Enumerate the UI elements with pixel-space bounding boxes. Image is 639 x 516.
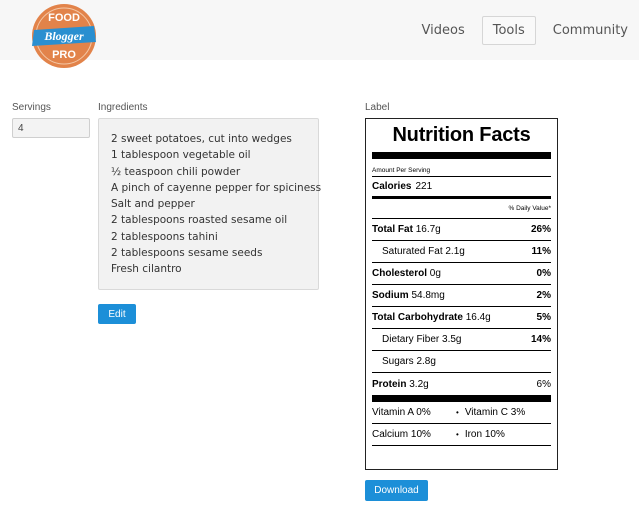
protein-amount: 3.2g (409, 378, 429, 390)
divider-thick (372, 152, 551, 159)
nutrition-facts-label: Nutrition Facts Amount Per Serving Calor… (365, 118, 558, 470)
saturated-fat-dv: 11% (531, 246, 551, 257)
nav-tools[interactable]: Tools (481, 16, 536, 45)
ingredient-item: 2 tablespoons sesame seeds (111, 247, 263, 260)
ingredient-item: A pinch of cayenne pepper for spiciness (111, 181, 322, 194)
dietary-fiber-amount: 3.5g (442, 334, 462, 345)
sugars-row: Sugars 2.8g (372, 351, 551, 373)
servings-input[interactable] (12, 118, 90, 138)
calories-label: Calories (372, 181, 412, 192)
edit-button[interactable]: Edit (98, 304, 136, 324)
daily-value-header: % Daily Value* (372, 199, 551, 219)
ingredient-item: 2 tablespoons tahini (111, 230, 218, 243)
food-blogger-pro-logo[interactable]: FOOD Blogger PRO (30, 2, 98, 70)
ingredients-label: Ingredients (98, 102, 148, 113)
sodium-row: Sodium 54.8mg 2% (372, 285, 551, 307)
vitamin-a: Vitamin A 0% (372, 407, 431, 418)
total-carb-dv: 5% (536, 312, 551, 323)
dietary-fiber-row: Dietary Fiber 3.5g 14% (372, 329, 551, 351)
bullet-icon: • (456, 430, 459, 439)
nutrition-title: Nutrition Facts (392, 124, 531, 146)
cholesterol-dv: 0% (536, 268, 551, 279)
nav-community[interactable]: Community (552, 23, 628, 38)
total-carb-label: Total Carbohydrate (372, 312, 463, 323)
total-carb-row: Total Carbohydrate 16.4g 5% (372, 307, 551, 329)
main-nav: Videos Tools Community (405, 16, 639, 45)
calories-row: Calories 221 (372, 177, 551, 199)
saturated-fat-amount: 2.1g (445, 246, 465, 257)
total-carb-amount: 16.4g (465, 312, 491, 323)
sodium-label: Sodium (372, 290, 409, 301)
sodium-amount: 54.8mg (411, 290, 445, 301)
bullet-icon: • (456, 408, 459, 417)
sodium-dv: 2% (536, 290, 551, 301)
iron: Iron 10% (464, 429, 505, 440)
ingredient-item: ½ teaspoon chili powder (111, 165, 241, 178)
dietary-fiber-dv: 14% (530, 334, 551, 345)
ingredient-item: Salt and pepper (111, 198, 195, 211)
protein-dv: 6% (536, 378, 551, 390)
total-fat-row: Total Fat 16.7g 26% (372, 219, 551, 241)
servings-label: Servings (12, 102, 51, 113)
protein-label: Protein (372, 378, 407, 390)
calories-value: 221 (415, 181, 433, 192)
total-fat-dv: 26% (530, 224, 551, 235)
saturated-fat-label: Saturated Fat (382, 246, 443, 257)
divider-thick (372, 395, 551, 402)
ingredient-item: Fresh cilantro (111, 263, 182, 276)
ingredient-item: 1 tablespoon vegetable oil (111, 149, 251, 162)
total-fat-label: Total Fat (372, 224, 413, 235)
calcium: Calcium 10% (372, 429, 431, 440)
download-button[interactable]: Download (365, 480, 428, 501)
cholesterol-label: Cholesterol (372, 268, 428, 279)
header-bar: FOOD Blogger PRO Videos Tools Community (0, 0, 639, 68)
label-section-label: Label (365, 102, 390, 113)
vitamins-row: Vitamin A 0% • Vitamin C 3% (372, 402, 551, 424)
logo-text-blogger: Blogger (43, 29, 84, 43)
vitamin-c: Vitamin C 3% (464, 407, 526, 418)
sugars-label: Sugars (382, 356, 414, 367)
ingredient-item: 2 sweet potatoes, cut into wedges (111, 133, 292, 145)
logo-text-pro: PRO (52, 49, 76, 61)
cholesterol-row: Cholesterol 0g 0% (372, 263, 551, 285)
cholesterol-amount: 0g (429, 268, 441, 279)
ingredient-item: 2 tablespoons roasted sesame oil (111, 214, 288, 227)
dietary-fiber-label: Dietary Fiber (382, 334, 440, 345)
total-fat-amount: 16.7g (415, 224, 441, 235)
saturated-fat-row: Saturated Fat 2.1g 11% (372, 241, 551, 263)
sugars-amount: 2.8g (416, 356, 436, 367)
nav-videos[interactable]: Videos (421, 23, 465, 38)
protein-row: Protein 3.2g 6% (372, 373, 551, 395)
minerals-row: Calcium 10% • Iron 10% (372, 424, 551, 446)
logo-text-food: FOOD (48, 12, 80, 24)
ingredients-list: 2 sweet potatoes, cut into wedges 1 tabl… (98, 118, 322, 290)
amount-per-serving: Amount Per Serving (372, 159, 551, 177)
